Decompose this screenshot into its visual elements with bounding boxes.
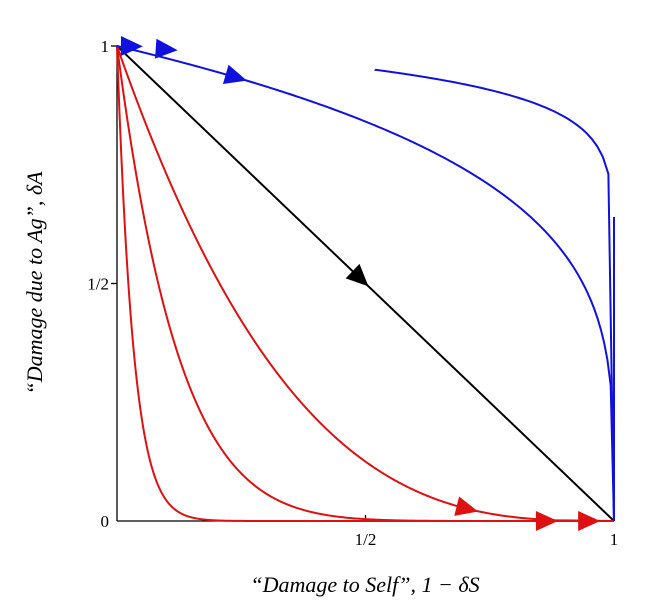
- direction-arrows: [120, 36, 601, 531]
- y-tick-label: 0: [101, 512, 110, 531]
- direction-arrow: [535, 511, 558, 531]
- trajectory-line: [116, 45, 615, 522]
- trajectory-line: [116, 45, 614, 522]
- direction-arrow: [454, 496, 479, 516]
- direction-arrow: [154, 38, 178, 59]
- direction-arrow: [345, 263, 369, 287]
- trajectory-line: [116, 45, 614, 522]
- direction-arrow: [120, 36, 143, 57]
- x-axis-label: “Damage to Self”, 1 − δS: [250, 572, 479, 597]
- direction-arrow: [578, 511, 601, 531]
- direction-arrow: [222, 64, 247, 84]
- trajectory-line: [116, 45, 615, 522]
- y-tick-label: 1: [101, 37, 110, 56]
- trajectory-line: [374, 68, 615, 522]
- x-tick-label: 1: [610, 530, 619, 549]
- y-tick-label: 1/2: [87, 275, 109, 294]
- x-tick-label: 1/2: [355, 530, 377, 549]
- tick-labels: 1/2 1 0 1/2 1: [87, 37, 618, 549]
- y-axis-label: “Damage due to Ag”, δA: [22, 171, 47, 395]
